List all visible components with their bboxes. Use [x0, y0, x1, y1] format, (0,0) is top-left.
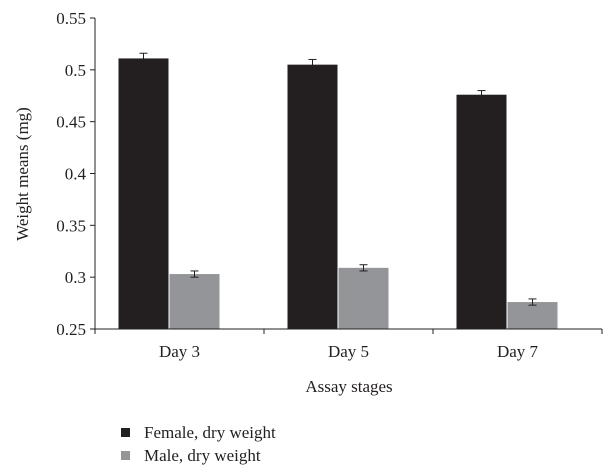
legend-item-female: Female, dry weight: [121, 421, 276, 444]
x-tick-label: Day 7: [497, 342, 539, 361]
bar-male-day-3: [169, 274, 220, 329]
error-bar: [190, 270, 199, 278]
y-tick-label: 0.55: [56, 9, 86, 28]
y-axis-label: Weight means (mg): [13, 107, 32, 241]
x-tick-label: Day 3: [159, 342, 200, 361]
bar-female-day-3: [118, 58, 169, 330]
y-tick-label: 0.45: [56, 113, 86, 132]
legend-item-male: Male, dry weight: [121, 444, 276, 467]
y-tick-label: 0.4: [65, 165, 87, 184]
legend-label-female: Female, dry weight: [144, 423, 276, 442]
bar-chart: 0.250.30.350.40.450.50.55 Day 3 Day 5 Day …: [13, 9, 603, 396]
bar-male-day-5: [338, 267, 389, 329]
error-bar: [359, 264, 368, 272]
y-axis-ticks: 0.25 0.3 0.35 0.4 0.45 0.5 0.55: [56, 9, 95, 339]
x-axis-label: Assay stages: [305, 377, 392, 396]
axes: [94, 18, 602, 330]
error-bar: [139, 52, 148, 65]
bar-male-day-7: [507, 302, 558, 329]
legend: Female, dry weight Male, dry weight: [121, 421, 276, 467]
x-tick-label: Day 5: [328, 342, 369, 361]
x-axis-ticks: Day 3 Day 5 Day 7: [94, 329, 603, 361]
y-tick-label: 0.35: [56, 216, 86, 235]
bar-female-day-5: [287, 64, 338, 330]
legend-swatch-male: [121, 451, 130, 460]
y-tick-label: 0.3: [65, 268, 86, 287]
legend-label-male: Male, dry weight: [144, 446, 261, 465]
error-bar: [477, 90, 486, 100]
y-tick-label: 0.5: [65, 61, 86, 80]
error-bar: [528, 298, 537, 306]
bars: [118, 58, 558, 330]
legend-swatch-female: [121, 428, 130, 437]
y-tick-label: 0.25: [56, 320, 86, 339]
error-bars: [139, 52, 537, 306]
bar-female-day-7: [456, 94, 507, 329]
error-bar: [308, 58, 317, 71]
